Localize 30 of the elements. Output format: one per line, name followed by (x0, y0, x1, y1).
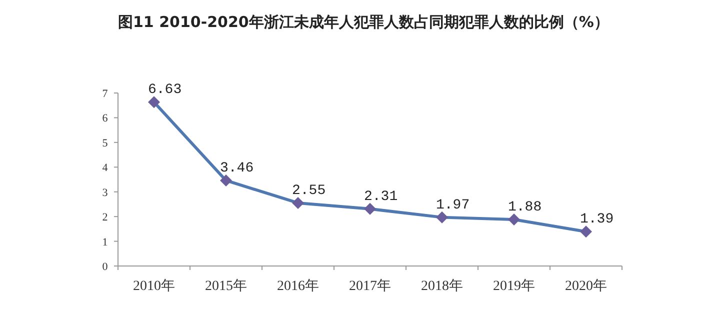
x-tick-label: 2020年 (565, 278, 607, 294)
y-tick-label: 5 (102, 137, 108, 150)
data-label: 1.39 (580, 212, 614, 228)
data-label: 1.88 (508, 200, 542, 216)
point (148, 96, 160, 108)
data-label: 2.55 (292, 182, 326, 199)
data-label: 3.46 (220, 160, 254, 176)
x-tick-label: 2015年 (205, 278, 247, 294)
y-tick-label: 1 (102, 236, 108, 248)
x-tick-label: 2019年 (493, 278, 535, 294)
y-tick-label: 0 (102, 261, 108, 273)
y-tick-label: 4 (102, 162, 108, 174)
point (436, 211, 448, 224)
y-tick-label: 7 (102, 88, 108, 100)
x-tick-label: 2018年 (421, 278, 463, 294)
data-label: 2.31 (364, 188, 398, 205)
chart-title: 图11 2010-2020年浙江未成年人犯罪人数占同期犯罪人数的比例（%） (118, 13, 609, 31)
y-tick-label: 2 (102, 212, 108, 224)
point (220, 174, 232, 186)
data-label: 6.63 (148, 82, 182, 98)
x-tick-label: 2017年 (349, 278, 391, 294)
point (364, 202, 376, 215)
y-tick-label: 6 (102, 112, 108, 125)
point (580, 226, 592, 238)
data-label: 1.97 (436, 197, 470, 214)
x-tick-label: 2016年 (277, 278, 319, 294)
y-tick-label: 3 (102, 186, 108, 199)
point (292, 196, 304, 209)
x-tick-label: 2010年 (133, 278, 175, 294)
point (508, 214, 520, 226)
